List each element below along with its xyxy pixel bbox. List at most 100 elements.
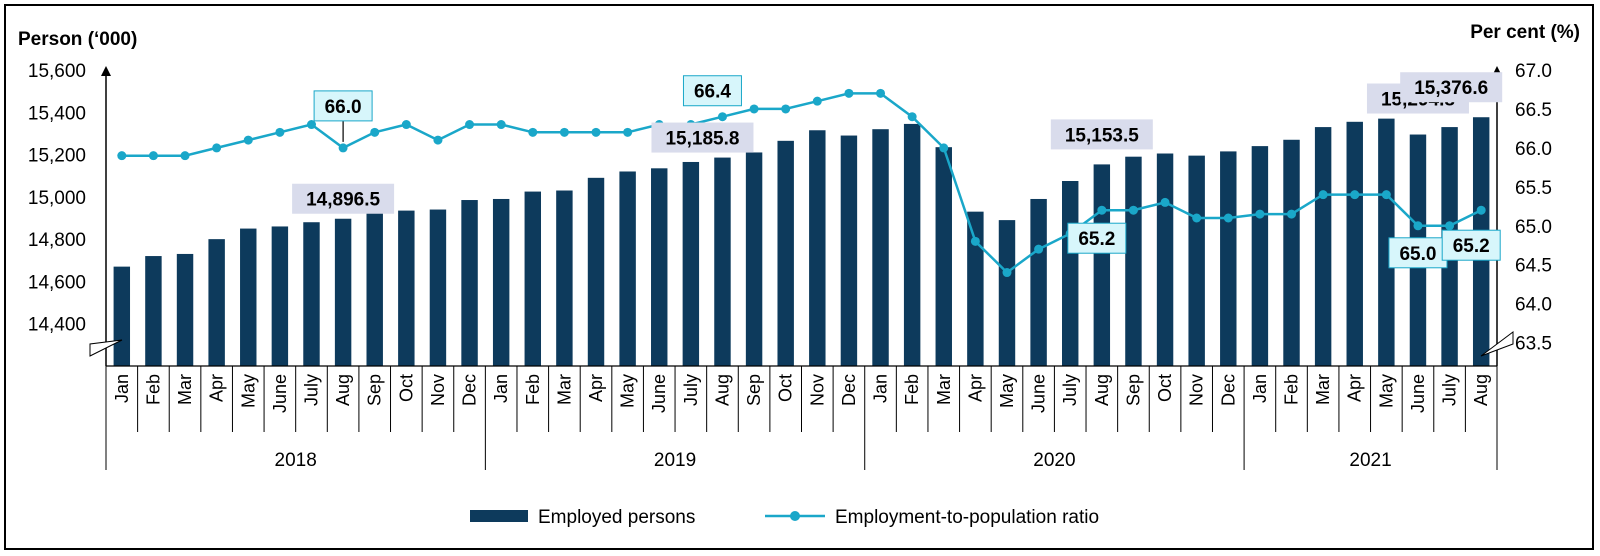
x-tick-label: Mar	[554, 374, 574, 405]
x-tick-label: May	[997, 374, 1017, 408]
point-employment-ratio	[939, 143, 949, 153]
point-employment-ratio	[844, 88, 854, 98]
legend-swatch-bar	[470, 510, 528, 522]
x-tick-label: Aug	[333, 374, 353, 406]
y-tick-left: 15,600	[28, 61, 86, 82]
bar-employed-persons	[651, 168, 668, 366]
y-tick-left: 14,400	[28, 315, 86, 336]
bar-employed-persons	[208, 239, 225, 366]
callout-employment-ratio: 65.2	[1078, 229, 1115, 250]
bar-employed-persons	[556, 190, 573, 366]
bar-employed-persons	[714, 157, 731, 366]
x-year-label: 2019	[654, 450, 696, 471]
point-employment-ratio	[1128, 205, 1138, 215]
bar-employed-persons	[745, 152, 763, 366]
bar-employed-persons	[1061, 181, 1079, 366]
x-tick-label: Apr	[1345, 374, 1365, 402]
point-employment-ratio	[212, 143, 222, 153]
bar-employed-persons	[998, 220, 1016, 366]
bar-employed-persons	[271, 226, 289, 366]
bar-employed-persons	[492, 198, 510, 366]
point-employment-ratio	[275, 127, 285, 137]
bar-employed-persons	[334, 218, 352, 366]
x-tick-label: May	[238, 374, 258, 408]
point-employment-ratio	[370, 127, 380, 137]
x-tick-label: Apr	[586, 374, 606, 402]
point-employment-ratio	[591, 127, 601, 137]
legend-label-employment-ratio: Employment-to-population ratio	[835, 507, 1099, 528]
callout-employed-persons-box	[1050, 119, 1153, 150]
callout-employment-ratio-box	[1388, 237, 1448, 269]
x-tick-label: Nov	[1187, 374, 1207, 406]
bar-employed-persons	[1346, 121, 1363, 366]
x-tick-label: Nov	[428, 374, 448, 406]
legend-swatch-marker	[790, 511, 800, 521]
callout-employment-ratio-box	[682, 75, 742, 107]
point-employment-ratio	[1002, 268, 1012, 278]
bar-employed-persons	[398, 210, 415, 366]
point-employment-ratio	[243, 135, 253, 145]
x-tick-label: Jan	[112, 374, 132, 403]
bar-employed-persons	[777, 140, 794, 366]
point-employment-ratio	[1413, 221, 1423, 231]
x-tick-label: May	[618, 374, 638, 408]
y-axis-left-arrow	[101, 66, 111, 76]
bar-employed-persons	[113, 266, 131, 366]
point-employment-ratio	[1287, 209, 1297, 219]
callout-employed-persons-box	[1400, 72, 1503, 103]
callout-employed-persons-box	[651, 122, 754, 153]
point-employment-ratio	[1445, 221, 1455, 231]
point-employment-ratio	[1160, 197, 1170, 207]
y-tick-left: 15,200	[28, 146, 86, 167]
y-axis-right-title: Per cent (%)	[1470, 22, 1580, 43]
point-employment-ratio	[907, 112, 917, 122]
point-employment-ratio	[1381, 190, 1391, 200]
x-tick-label: Dec	[839, 374, 859, 406]
x-tick-label: Jan	[491, 374, 511, 403]
x-tick-label: June	[1408, 374, 1428, 413]
point-employment-ratio	[1223, 213, 1233, 223]
point-employment-ratio	[1350, 190, 1360, 200]
point-employment-ratio	[148, 151, 158, 161]
point-employment-ratio	[1192, 213, 1202, 223]
point-employment-ratio	[559, 127, 569, 137]
x-tick-label: Aug	[712, 374, 732, 406]
y-tick-left: 15,000	[28, 188, 86, 209]
x-tick-label: Apr	[207, 374, 227, 402]
x-tick-label: Nov	[807, 374, 827, 406]
y-tick-left: 14,800	[28, 230, 86, 251]
bar-employed-persons	[1283, 139, 1300, 366]
callout-employed-persons: 15,153.5	[1065, 125, 1139, 146]
callout-employment-ratio-box	[1067, 222, 1127, 254]
point-employment-ratio	[623, 127, 633, 137]
callout-employed-persons-box	[292, 183, 395, 214]
bar-employed-persons	[461, 200, 478, 366]
point-employment-ratio	[876, 88, 886, 98]
point-employment-ratio	[1476, 205, 1486, 215]
y-tick-left: 15,400	[28, 103, 86, 124]
x-tick-label: Mar	[175, 374, 195, 405]
bar-employed-persons	[840, 135, 858, 366]
bar-employed-persons	[1220, 151, 1237, 366]
x-tick-label: June	[649, 374, 669, 413]
axis-break-right	[1480, 331, 1514, 357]
bar-employed-persons	[903, 123, 921, 367]
point-employment-ratio	[1097, 205, 1107, 215]
bar-employed-persons	[682, 161, 700, 366]
point-employment-ratio	[306, 120, 316, 130]
x-tick-label: Jan	[871, 374, 891, 403]
bar-employed-persons	[429, 209, 447, 366]
y-axis-left-title: Person (‘000)	[18, 29, 137, 50]
x-tick-label: Aug	[1471, 374, 1491, 406]
legend-label-employed-persons: Employed persons	[538, 507, 695, 528]
x-tick-label: Oct	[1155, 374, 1175, 402]
line-employment-ratio	[121, 92, 1482, 275]
x-tick-label: June	[270, 374, 290, 413]
x-tick-label: May	[1376, 374, 1396, 408]
point-employment-ratio	[970, 236, 980, 246]
point-employment-ratio	[496, 120, 506, 130]
x-tick-label: Mar	[934, 374, 954, 405]
bar-employed-persons	[967, 211, 984, 366]
bar-employed-persons	[587, 177, 605, 366]
y-tick-right: 66.0	[1515, 139, 1552, 160]
